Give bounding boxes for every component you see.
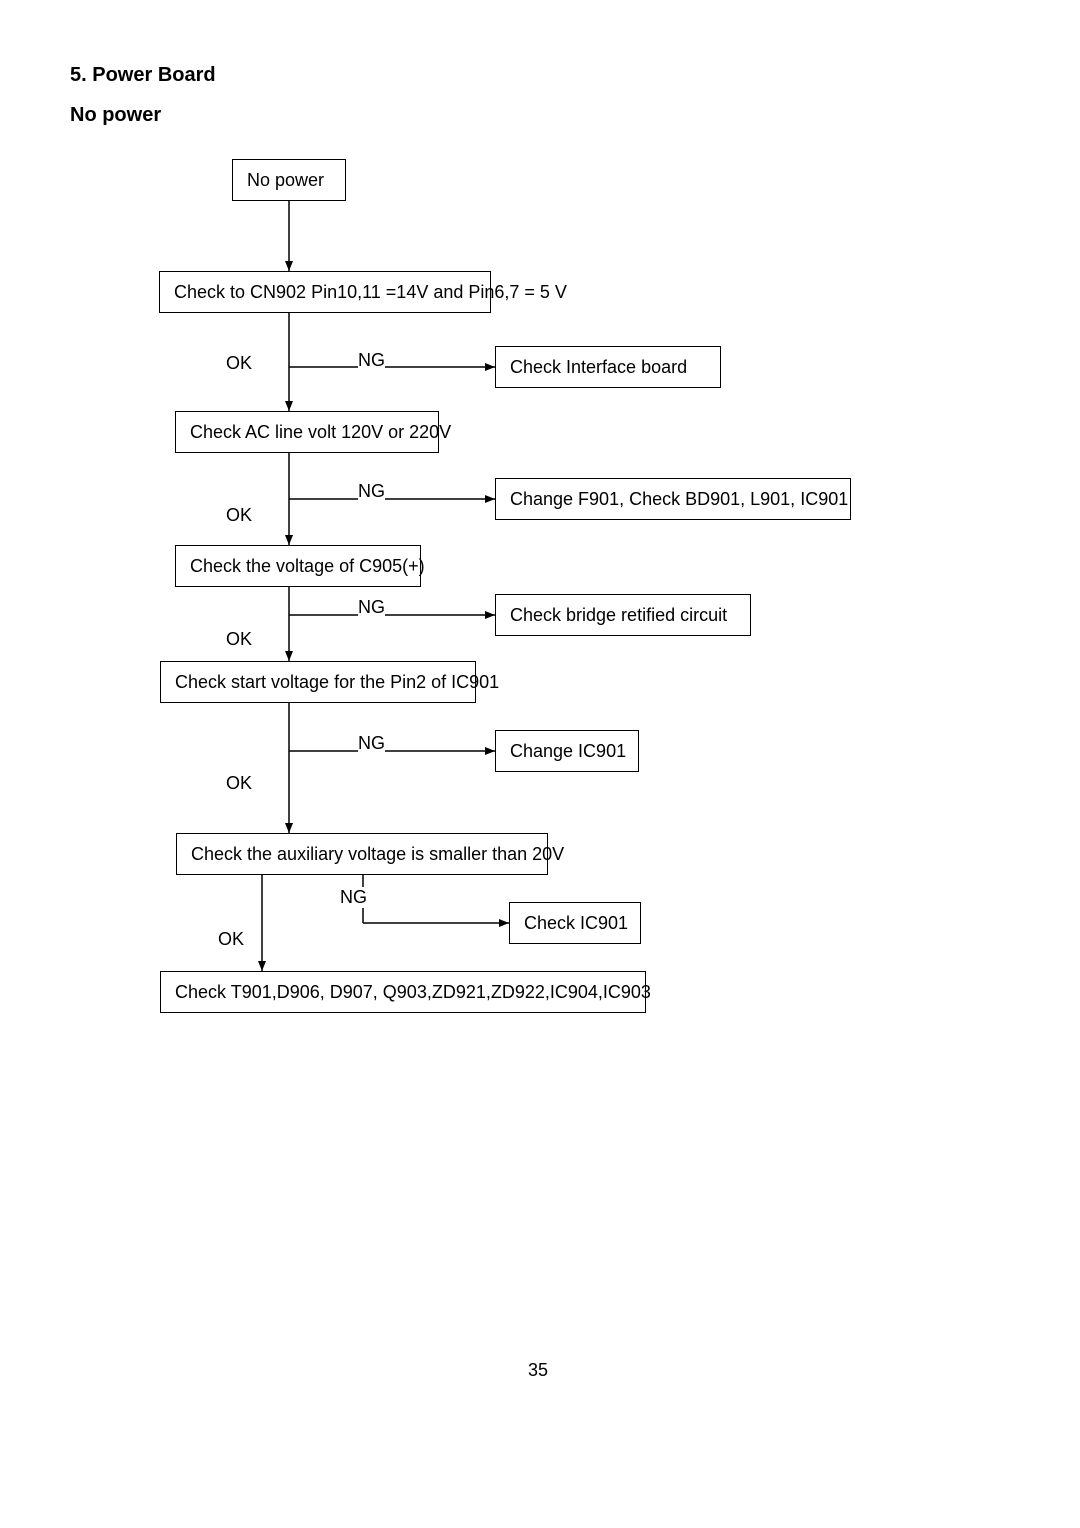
page-number: 35 bbox=[528, 1360, 548, 1381]
flow-node-start: No power bbox=[232, 159, 346, 201]
flow-node-r3: Check bridge retified circuit bbox=[495, 594, 751, 636]
flow-node-c1: Check to CN902 Pin10,11 =14V and Pin6,7 … bbox=[159, 271, 491, 313]
flow-node-r1: Check Interface board bbox=[495, 346, 721, 388]
flow-label: OK bbox=[226, 353, 252, 374]
flow-node-end: Check T901,D906, D907, Q903,ZD921,ZD922,… bbox=[160, 971, 646, 1013]
flow-node-r2: Change F901, Check BD901, L901, IC901 bbox=[495, 478, 851, 520]
flow-label: OK bbox=[218, 929, 244, 950]
flow-node-r4: Change IC901 bbox=[495, 730, 639, 772]
page: 5. Power Board No power No power Check to… bbox=[0, 0, 1080, 1528]
flow-label: OK bbox=[226, 629, 252, 650]
flow-label: OK bbox=[226, 773, 252, 794]
flow-label: OK bbox=[226, 505, 252, 526]
flow-node-c5: Check the auxiliary voltage is smaller t… bbox=[176, 833, 548, 875]
flow-label: NG bbox=[340, 887, 367, 908]
sub-heading: No power bbox=[70, 104, 161, 127]
flow-node-c4: Check start voltage for the Pin2 of IC90… bbox=[160, 661, 476, 703]
flow-node-r5: Check IC901 bbox=[509, 902, 641, 944]
section-heading: 5. Power Board bbox=[70, 64, 216, 87]
flow-label: NG bbox=[358, 350, 385, 371]
flow-label: NG bbox=[358, 597, 385, 618]
flow-label: NG bbox=[358, 481, 385, 502]
flow-node-c2: Check AC line volt 120V or 220V bbox=[175, 411, 439, 453]
flow-node-c3: Check the voltage of C905(+) bbox=[175, 545, 421, 587]
flow-label: NG bbox=[358, 733, 385, 754]
